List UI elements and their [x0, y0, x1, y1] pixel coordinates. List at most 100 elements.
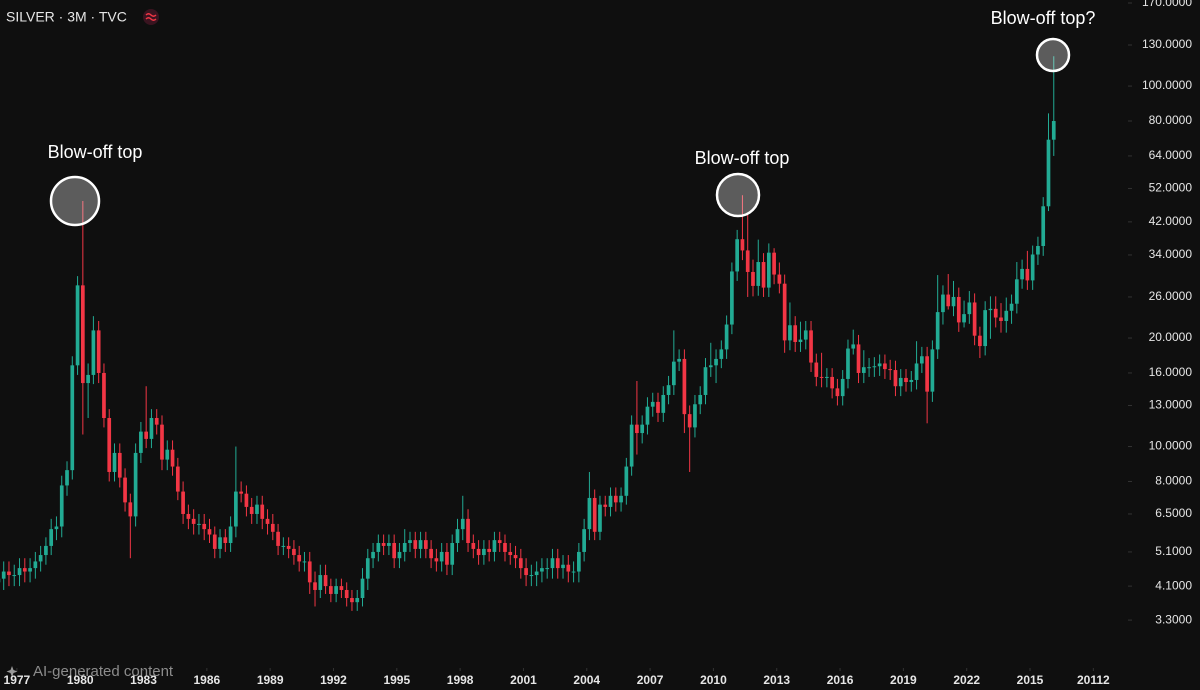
y-tick-label: 6.5000 — [1155, 506, 1192, 520]
candle-body — [139, 431, 143, 453]
symbol-title: SILVER · 3M · TVC — [6, 9, 127, 25]
candle-body — [91, 330, 96, 375]
candle-body — [170, 449, 175, 467]
x-tick-label: 2007 — [637, 673, 664, 687]
candle-body — [313, 582, 317, 590]
candle-body — [117, 452, 122, 478]
y-tick-label: 26.0000 — [1149, 289, 1193, 303]
candle-body — [518, 558, 523, 569]
candle-body — [1004, 310, 1009, 321]
candle-body — [471, 542, 476, 549]
candle-body — [571, 571, 576, 573]
candle-body — [181, 491, 185, 514]
candle-body — [22, 568, 27, 572]
x-tick-label: 1983 — [130, 673, 157, 687]
candle-body — [840, 378, 845, 397]
candle-body — [413, 540, 418, 549]
candle-body — [260, 504, 265, 519]
candle-body — [956, 296, 961, 323]
candle-body — [708, 365, 713, 368]
highlight-circle — [715, 172, 761, 218]
candle-body — [967, 302, 972, 315]
candle-body — [429, 548, 433, 559]
candle-body — [128, 502, 133, 517]
candle-body — [65, 470, 69, 486]
candle-body — [550, 558, 555, 569]
candle-body — [893, 370, 898, 387]
candle-body — [33, 561, 38, 569]
candle-body — [603, 504, 608, 507]
candle-body — [402, 542, 407, 552]
candle-body — [877, 363, 882, 367]
candle-body — [555, 558, 560, 569]
candle-body — [228, 526, 233, 543]
candle-body — [466, 518, 470, 543]
status-icon — [143, 9, 159, 25]
candle-body — [962, 314, 966, 323]
candle-body — [107, 417, 112, 472]
candle-body — [1030, 254, 1035, 281]
candle-body — [978, 335, 982, 347]
x-tick-label: 1980 — [67, 673, 94, 687]
annotation: Blow-off top — [48, 142, 143, 162]
candle-body — [102, 372, 106, 418]
y-tick-label: 4.1000 — [1155, 578, 1192, 592]
candle-body — [445, 551, 449, 565]
candle-body — [302, 561, 307, 563]
candle-body — [455, 529, 460, 543]
y-tick-label: 34.0000 — [1149, 247, 1193, 261]
candle-body — [650, 401, 655, 407]
candle-body — [281, 545, 286, 547]
candle-body — [191, 518, 196, 524]
candle-body — [835, 388, 840, 397]
candle-body — [941, 294, 945, 313]
candle-body — [703, 367, 708, 395]
candle-body — [561, 564, 565, 569]
candle-body — [397, 551, 402, 559]
candle-body — [318, 575, 323, 590]
candle-body — [344, 589, 349, 599]
candle-body — [49, 529, 54, 546]
candle-body — [946, 294, 951, 307]
x-tick-label: 2022 — [953, 673, 980, 687]
y-tick-label: 3.3000 — [1155, 612, 1192, 626]
y-tick-label: 100.0000 — [1142, 78, 1192, 92]
candle-body — [439, 551, 444, 562]
x-tick-label: 2001 — [510, 673, 537, 687]
candle-body — [524, 568, 528, 576]
candle-body — [197, 523, 201, 525]
candle-body — [825, 376, 829, 378]
x-tick-label: 2004 — [573, 673, 600, 687]
candle-body — [202, 523, 207, 530]
candle-body — [529, 575, 534, 577]
candle-body — [381, 542, 386, 546]
candle-body — [218, 537, 222, 549]
candle-body — [508, 551, 513, 556]
candle-body — [276, 531, 280, 546]
candle-body — [487, 548, 492, 552]
candle-body — [1, 571, 6, 579]
y-tick-label: 52.0000 — [1149, 181, 1193, 195]
candle-body — [830, 376, 834, 389]
x-tick-label: 1986 — [193, 673, 220, 687]
candle-body — [270, 523, 275, 532]
candle-body — [44, 545, 48, 556]
candle-body — [904, 377, 908, 383]
candle-body — [888, 369, 893, 371]
candle-body — [814, 362, 819, 377]
candle-body — [355, 598, 360, 603]
candle-body — [154, 417, 159, 425]
candle-body — [513, 555, 518, 559]
y-tick-label: 20.0000 — [1149, 330, 1193, 344]
candle-body — [392, 542, 397, 559]
candle-body — [993, 308, 998, 318]
y-tick-label: 170.0000 — [1142, 0, 1192, 9]
candle-body — [239, 491, 243, 494]
candle-body — [1036, 246, 1040, 255]
candle-body — [360, 578, 365, 599]
candle-body — [423, 540, 428, 549]
y-tick-label: 42.0000 — [1149, 214, 1193, 228]
y-tick-label: 8.0000 — [1155, 474, 1192, 488]
candle-body — [17, 568, 22, 576]
